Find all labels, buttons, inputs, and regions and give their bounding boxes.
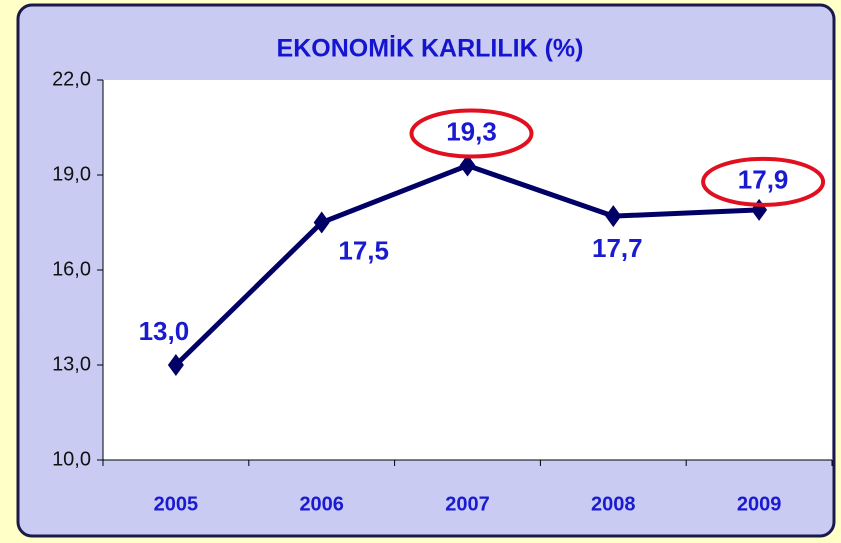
data-label: 17,9 [738,165,789,195]
y-tick-label: 19,0 [52,163,91,185]
x-tick-label: 2005 [154,493,199,515]
x-tick-label: 2008 [591,493,636,515]
chart-title: EKONOMİK KARLILIK (%) [277,35,584,63]
data-label: 17,5 [338,235,389,265]
marker [167,354,184,376]
data-label: 17,7 [592,233,643,263]
data-label: 19,3 [446,116,497,146]
data-label: 13,0 [139,316,190,346]
x-tick-label: 2007 [445,493,490,515]
y-tick-label: 22,0 [52,68,91,90]
highlight-ellipse [701,156,826,207]
y-tick-label: 13,0 [52,353,91,375]
marker [313,211,330,234]
marker [605,205,622,228]
y-tick-label: 16,0 [52,258,91,280]
marker [459,154,476,177]
x-tick-label: 2006 [299,493,344,515]
y-tick-label: 10,0 [52,448,91,470]
plot-area [103,80,832,460]
highlight-ellipse [409,108,534,159]
x-tick-label: 2009 [737,493,782,515]
